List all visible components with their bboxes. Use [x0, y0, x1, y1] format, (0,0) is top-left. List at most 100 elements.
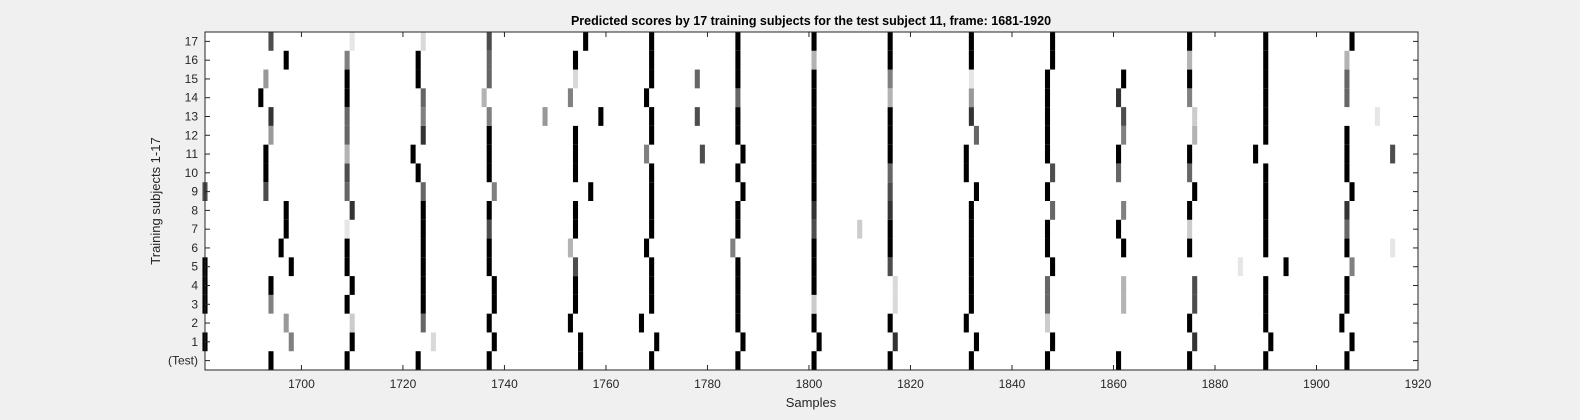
- heatmap-cell: [968, 351, 974, 370]
- heatmap-cell: [1121, 201, 1127, 220]
- heatmap-cell: [649, 107, 655, 126]
- heatmap-cell: [740, 332, 746, 352]
- heatmap-cell: [578, 332, 584, 352]
- heatmap-cell: [735, 125, 741, 145]
- heatmap-cell: [1263, 276, 1269, 295]
- heatmap-cell: [572, 144, 579, 164]
- heatmap-cell: [588, 182, 594, 201]
- heatmap-cell: [1187, 313, 1193, 333]
- heatmap-cell: [887, 69, 893, 89]
- heatmap-cell: [1116, 219, 1122, 239]
- heatmap-cell: [283, 50, 289, 70]
- heatmap-cell: [1044, 219, 1051, 239]
- heatmap-cell: [491, 294, 497, 314]
- heatmap-cell: [811, 125, 817, 145]
- x-tick-label: 1720: [390, 377, 417, 391]
- heatmap-cell: [1050, 257, 1056, 277]
- heatmap-cell: [410, 144, 416, 164]
- heatmap-cell: [268, 276, 274, 295]
- heatmap-cell: [486, 107, 492, 126]
- heatmap-cell: [1344, 201, 1350, 220]
- heatmap-cell: [1263, 69, 1269, 89]
- heatmap-cell: [811, 50, 817, 70]
- heatmap-cell: [887, 88, 893, 108]
- y-tick-label: 12: [185, 128, 199, 142]
- x-tick-label: 1880: [1202, 377, 1229, 391]
- heatmap-cell: [887, 313, 893, 333]
- heatmap-cell: [1263, 219, 1269, 239]
- heatmap-cell: [283, 201, 289, 220]
- heatmap-cell: [735, 88, 741, 108]
- heatmap-cell: [1187, 50, 1193, 70]
- heatmap-cell: [649, 219, 655, 239]
- heatmap-cell: [649, 50, 655, 70]
- heatmap-cell: [649, 125, 655, 145]
- heatmap-cell: [1121, 238, 1127, 258]
- x-tick-label: 1740: [491, 377, 518, 391]
- heatmap-cell: [892, 294, 898, 314]
- heatmap-cell: [1121, 107, 1127, 126]
- heatmap-cell: [420, 276, 426, 295]
- heatmap-cell: [1192, 276, 1198, 295]
- heatmap-cell: [963, 144, 969, 164]
- heatmap-cell: [968, 219, 974, 239]
- heatmap-cell: [1263, 313, 1269, 333]
- heatmap-cell: [258, 88, 264, 108]
- heatmap-cell: [486, 238, 492, 258]
- heatmap-cell: [572, 294, 579, 314]
- heatmap-cell: [263, 182, 269, 201]
- y-tick-label: 15: [185, 72, 199, 86]
- heatmap-cell: [887, 182, 893, 201]
- heatmap-cell: [349, 32, 355, 51]
- heatmap-cell: [1050, 50, 1056, 70]
- heatmap-cell: [1187, 201, 1193, 220]
- heatmap-cell: [735, 294, 741, 314]
- heatmap-cell: [1192, 182, 1198, 201]
- heatmap-cell: [735, 257, 741, 277]
- heatmap-cell: [638, 313, 645, 333]
- heatmap-cell: [816, 332, 822, 352]
- heatmap-cell: [268, 294, 274, 314]
- heatmap-cell: [572, 201, 579, 220]
- heatmap-cell: [278, 238, 284, 258]
- heatmap-cell: [1237, 257, 1243, 277]
- heatmap-cell: [268, 107, 274, 126]
- x-tick-label: 1760: [593, 377, 620, 391]
- plot-frame: [204, 31, 1419, 371]
- heatmap-cell: [572, 219, 579, 239]
- heatmap-cell: [735, 276, 741, 295]
- heatmap-cell: [268, 351, 274, 370]
- heatmap-cell: [420, 201, 426, 220]
- heatmap-cell: [887, 351, 893, 370]
- heatmap-cell: [1050, 201, 1056, 220]
- heatmap-cell: [1044, 294, 1051, 314]
- heatmap-cell: [811, 107, 817, 126]
- heatmap-cell: [649, 351, 655, 370]
- heatmap-cell: [1390, 238, 1396, 258]
- heatmap-cell: [415, 69, 421, 89]
- heatmap-cell: [811, 351, 817, 370]
- heatmap-cell: [973, 125, 979, 145]
- y-tick-label: 9: [191, 185, 198, 199]
- x-tick-label: 1780: [694, 377, 721, 391]
- heatmap-cell: [811, 238, 817, 258]
- heatmap-cell: [583, 32, 589, 51]
- heatmap-cell: [578, 351, 584, 370]
- heatmap-cell: [1121, 276, 1127, 295]
- heatmap-cell: [486, 50, 492, 70]
- heatmap-cell: [973, 332, 979, 352]
- heatmap-cell: [420, 238, 426, 258]
- heatmap-cell: [1374, 107, 1380, 126]
- heatmap-cell: [283, 219, 289, 239]
- heatmap-cell: [1344, 351, 1350, 370]
- y-tick-label: 11: [186, 147, 199, 161]
- heatmap-cells: [202, 32, 1396, 370]
- y-tick-label: 1: [191, 335, 198, 349]
- heatmap-cell: [491, 332, 497, 352]
- heatmap-cell: [968, 50, 974, 70]
- heatmap-cell: [1263, 294, 1269, 314]
- heatmap-cell: [649, 32, 655, 51]
- heatmap-cell: [811, 201, 817, 220]
- heatmap-cell: [1121, 69, 1127, 89]
- heatmap-cell: [887, 163, 893, 183]
